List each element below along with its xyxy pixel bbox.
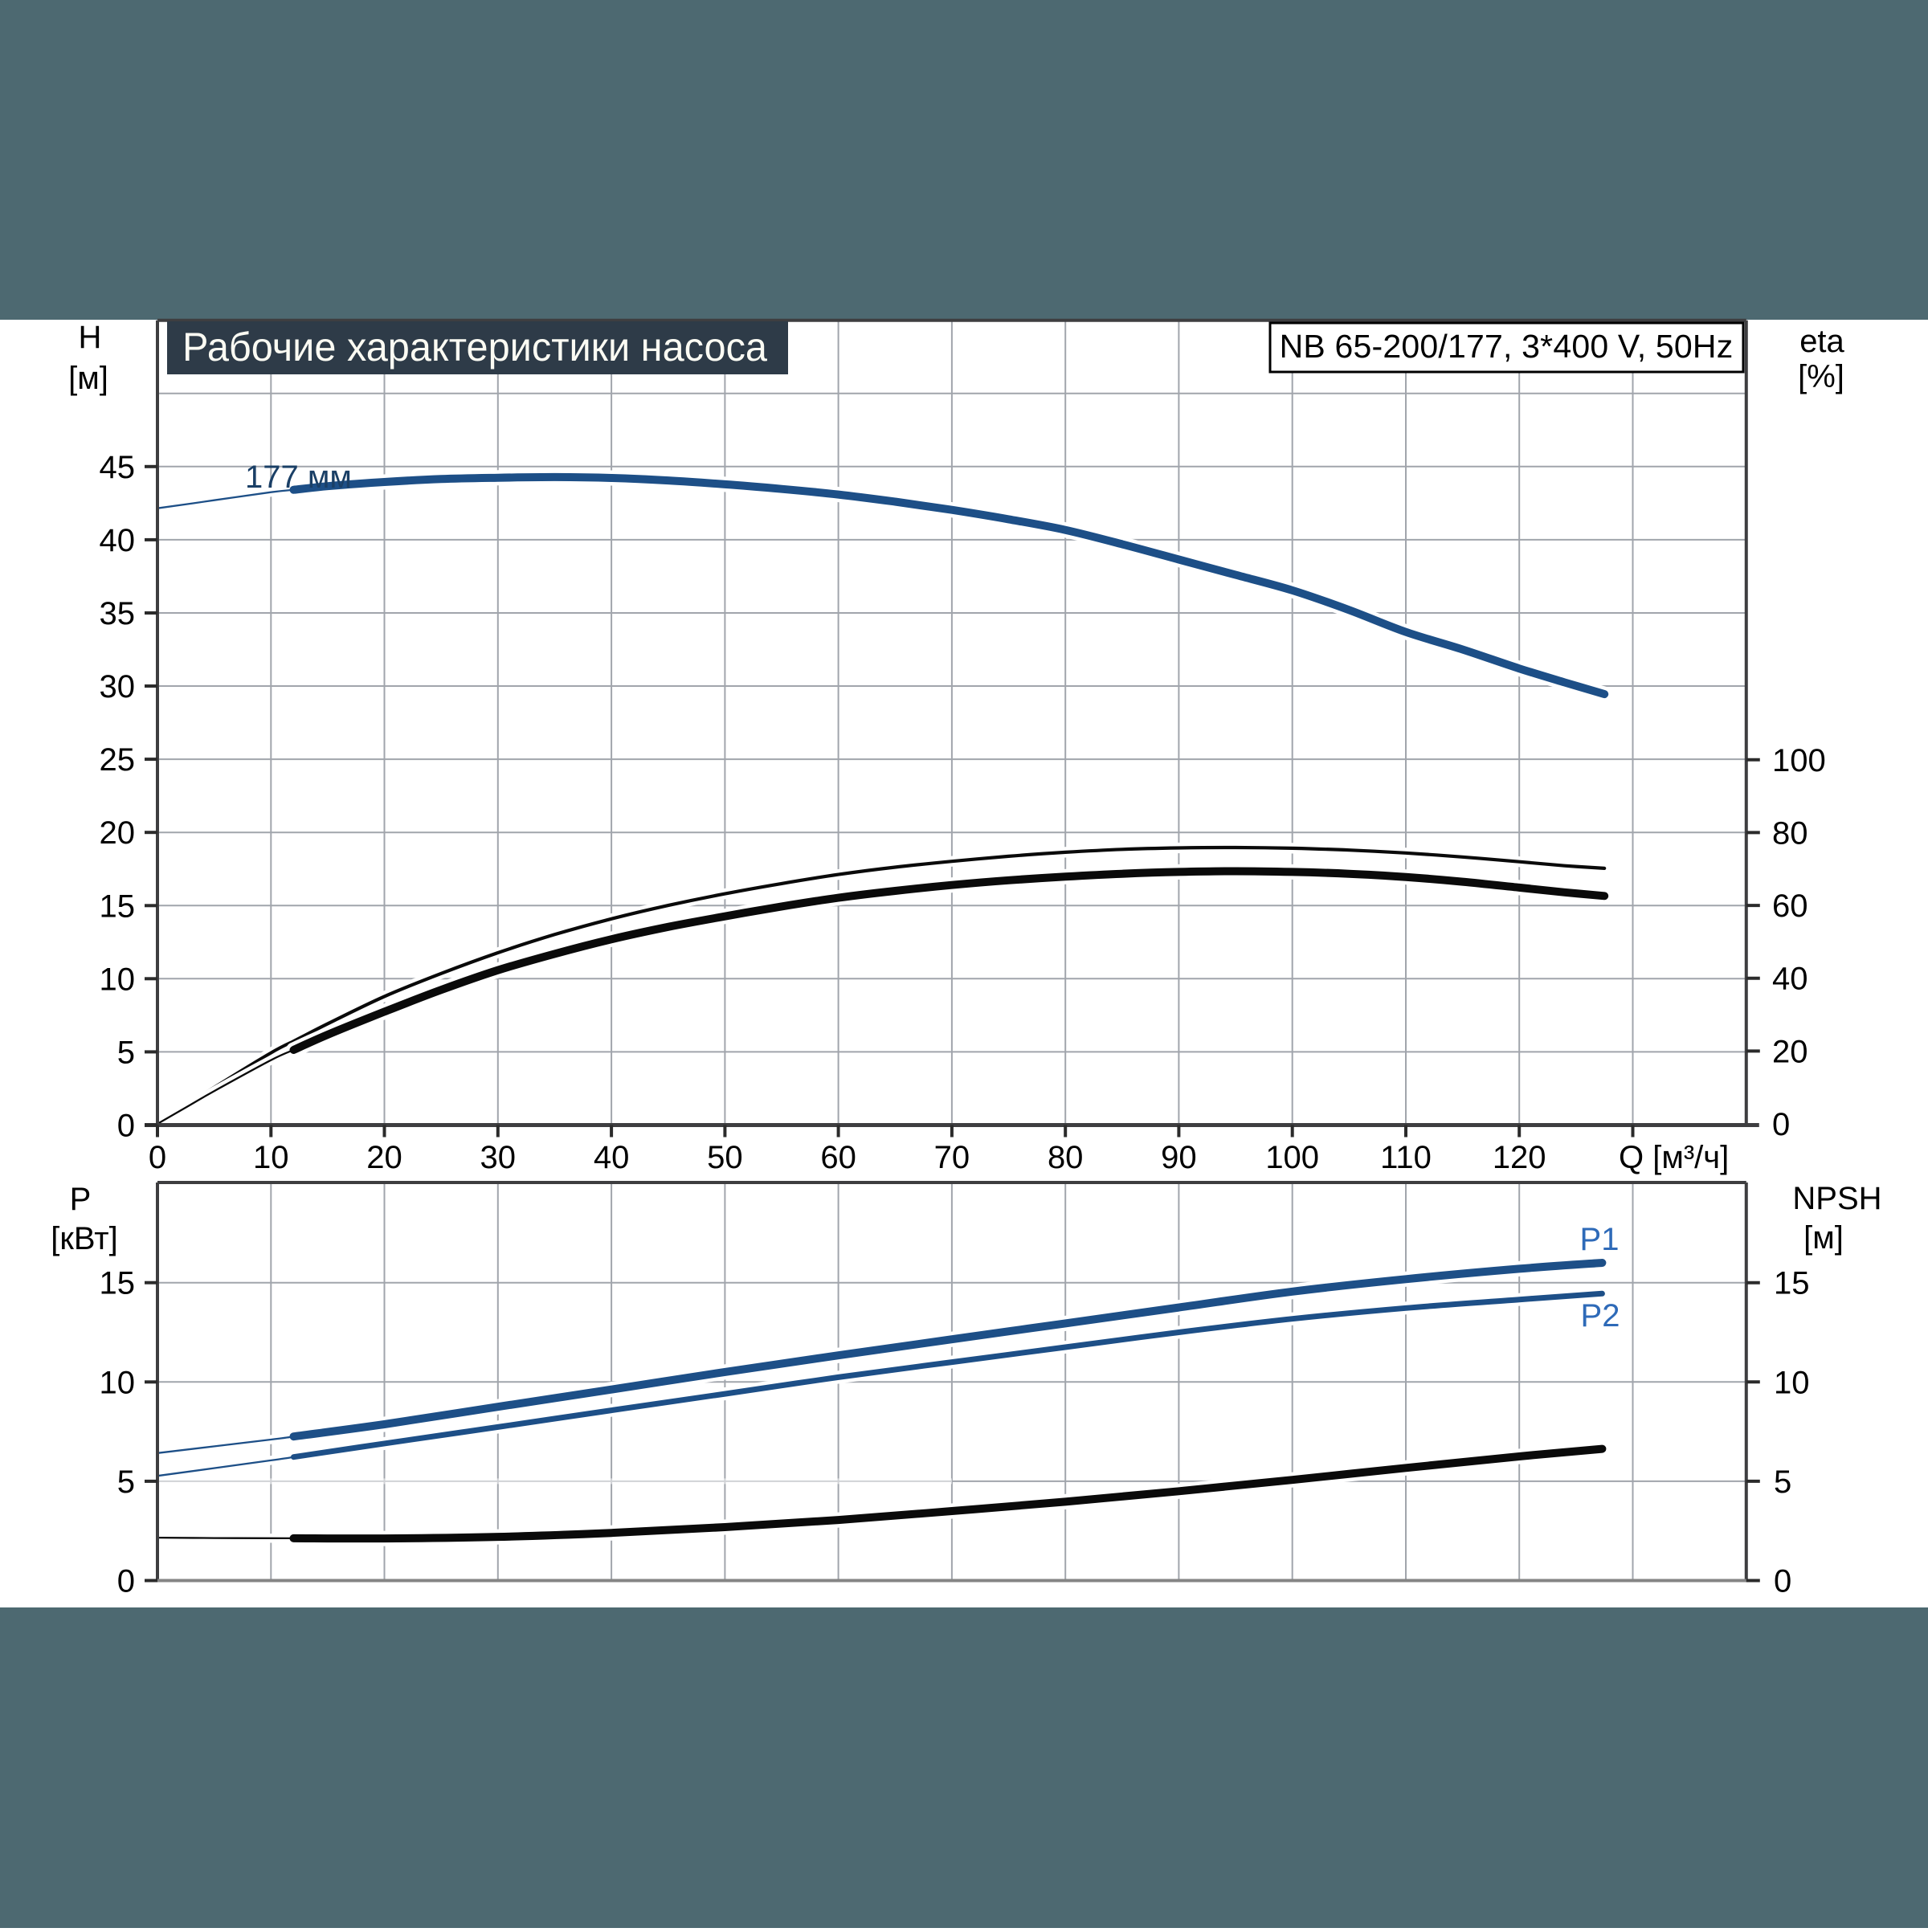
svg-text:25: 25 (100, 742, 136, 778)
svg-text:0: 0 (117, 1109, 135, 1144)
svg-text:10: 10 (1774, 1365, 1810, 1400)
svg-text:0: 0 (1772, 1107, 1790, 1142)
svg-text:110: 110 (1380, 1140, 1432, 1175)
svg-text:Q [м³/ч]: Q [м³/ч] (1619, 1140, 1729, 1175)
svg-text:100: 100 (1265, 1140, 1319, 1175)
svg-text:[м]: [м] (68, 361, 108, 396)
svg-text:100: 100 (1772, 743, 1826, 778)
svg-text:0: 0 (1774, 1564, 1791, 1599)
svg-text:60: 60 (820, 1140, 856, 1175)
svg-text:10: 10 (253, 1140, 289, 1175)
svg-text:40: 40 (594, 1140, 630, 1175)
svg-text:0: 0 (149, 1140, 166, 1175)
svg-text:30: 30 (100, 669, 136, 705)
svg-text:eta: eta (1799, 324, 1844, 359)
svg-text:[кВт]: [кВт] (51, 1221, 117, 1256)
svg-text:20: 20 (366, 1140, 402, 1175)
svg-text:70: 70 (934, 1140, 970, 1175)
svg-text:80: 80 (1772, 815, 1808, 851)
svg-text:NPSH: NPSH (1792, 1181, 1881, 1216)
svg-text:40: 40 (1772, 962, 1808, 997)
svg-text:P1: P1 (1580, 1222, 1620, 1257)
svg-text:5: 5 (1774, 1464, 1791, 1500)
svg-text:5: 5 (117, 1464, 135, 1500)
svg-text:45: 45 (100, 450, 136, 485)
svg-text:40: 40 (100, 523, 136, 558)
svg-text:20: 20 (100, 815, 136, 851)
svg-text:15: 15 (100, 1266, 136, 1301)
svg-text:H: H (79, 320, 102, 355)
svg-text:10: 10 (100, 962, 136, 997)
svg-text:[м]: [м] (1803, 1220, 1844, 1256)
svg-text:NB 65-200/177, 3*400 V, 50Hz: NB 65-200/177, 3*400 V, 50Hz (1280, 328, 1734, 365)
svg-text:60: 60 (1772, 888, 1808, 924)
svg-text:20: 20 (1772, 1034, 1808, 1069)
svg-text:5: 5 (117, 1035, 135, 1070)
svg-text:[%]: [%] (1798, 359, 1844, 394)
svg-text:35: 35 (100, 596, 136, 631)
svg-text:120: 120 (1493, 1140, 1546, 1175)
svg-text:10: 10 (100, 1365, 136, 1400)
svg-text:30: 30 (480, 1140, 517, 1175)
svg-text:Рабочие характеристики насоса: Рабочие характеристики насоса (182, 325, 767, 370)
svg-text:177 мм: 177 мм (245, 460, 352, 495)
svg-text:15: 15 (1774, 1266, 1810, 1301)
svg-text:80: 80 (1048, 1140, 1084, 1175)
svg-text:50: 50 (707, 1140, 743, 1175)
svg-text:P2: P2 (1581, 1298, 1620, 1334)
svg-text:0: 0 (117, 1564, 135, 1599)
svg-text:15: 15 (100, 888, 136, 924)
svg-text:90: 90 (1161, 1140, 1197, 1175)
svg-text:P: P (70, 1182, 92, 1217)
